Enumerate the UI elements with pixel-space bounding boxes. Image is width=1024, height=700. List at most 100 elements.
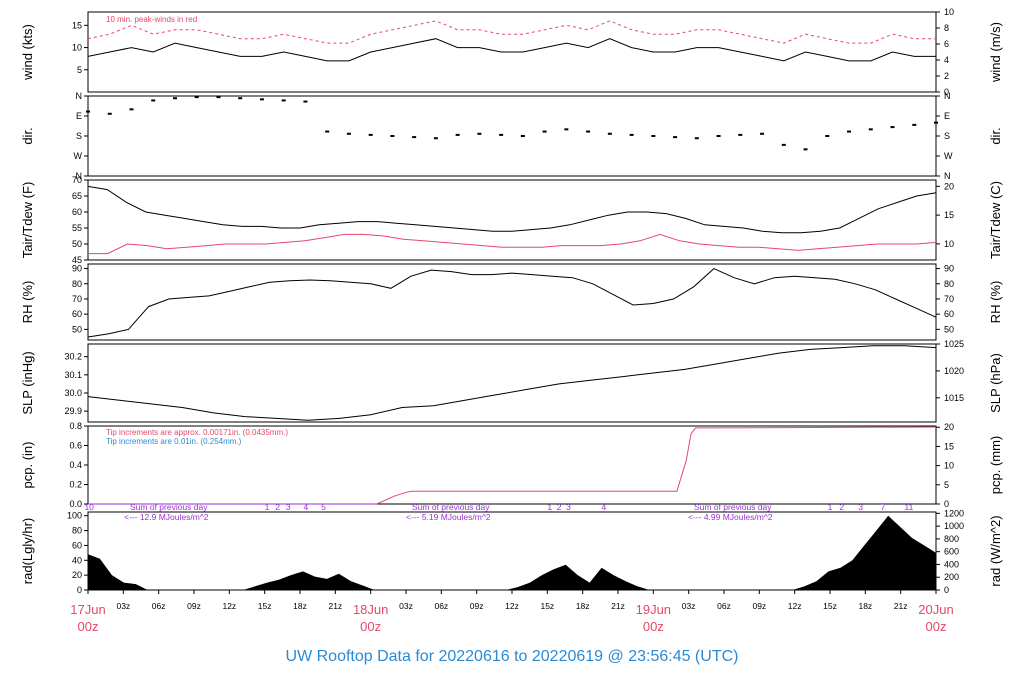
dir-point [781, 143, 786, 146]
xtick-label: 21z [328, 601, 342, 611]
dir-point [738, 133, 743, 136]
ytick-right-label-slp: 1020 [944, 366, 964, 376]
ytick-label-temp: 45 [72, 255, 82, 265]
ylabel-right-rad: rad (W/m^2) [988, 515, 1003, 586]
panel-frame-wind [87, 11, 937, 93]
xtick-label: 15z [258, 601, 272, 611]
ytick-right-label-rh: 50 [944, 324, 954, 334]
ytick-label-pcp: 0.8 [69, 421, 82, 431]
panel-frame-rh [87, 263, 937, 341]
rad-hour-marker: 10 [84, 502, 94, 512]
dir-point [607, 132, 612, 135]
rad-hour-marker: 3 [286, 502, 291, 512]
xtick-label: 09z [470, 601, 484, 611]
ytick-label-dir: E [76, 111, 82, 121]
ytick-label-slp: 30.2 [64, 352, 82, 362]
dir-point [281, 99, 286, 102]
xtick-label: 21z [894, 601, 908, 611]
dir-point [129, 108, 134, 111]
ytick-right-label-dir: W [944, 151, 953, 161]
xtick-label: 09z [752, 601, 766, 611]
xtick-label: 15z [540, 601, 554, 611]
ytick-label-temp: 70 [72, 175, 82, 185]
dir-point [520, 135, 525, 137]
ytick-right-label-rad: 0 [944, 585, 949, 595]
series-wind-0 [87, 38, 936, 62]
rad-hour-marker: 4 [304, 502, 309, 512]
ytick-right-label-rh: 90 [944, 264, 954, 274]
dir-point [433, 137, 438, 140]
dir-point [194, 96, 199, 99]
ytick-label-pcp: 0.6 [69, 441, 82, 451]
date-hour-label: 00z [926, 619, 947, 634]
dir-point [107, 112, 112, 115]
ytick-right-label-dir: E [944, 111, 950, 121]
xtick-label: 12z [505, 601, 519, 611]
peak-wind-note: 10 min. peak-winds in red [106, 15, 197, 24]
date-hour-label: 00z [78, 619, 99, 634]
rad-sum-label: Sum of previous day [130, 502, 208, 512]
ytick-right-label-temp: 20 [944, 181, 954, 191]
rad-hour-marker: 2 [839, 502, 844, 512]
xtick-label: 12z [222, 601, 236, 611]
ytick-right-label-pcp: 20 [944, 422, 954, 432]
series-pcp-1 [376, 426, 937, 505]
rad-sum-value: <--- 12.9 MJoules/m^2 [124, 512, 209, 522]
rad-hour-marker: 3 [566, 502, 571, 512]
dir-point [716, 135, 721, 137]
dir-point [803, 148, 808, 151]
ytick-label-temp: 65 [72, 191, 82, 201]
rad-hour-marker: 1 [547, 502, 552, 512]
ytick-label-dir: W [74, 151, 83, 161]
ytick-label-wind: 10 [72, 43, 82, 53]
ytick-right-label-rad: 800 [944, 534, 959, 544]
ytick-right-label-wind: 2 [944, 71, 949, 81]
panel-frame-slp [87, 343, 937, 423]
ytick-label-temp: 55 [72, 223, 82, 233]
ylabel-right-pcp: pcp. (mm) [988, 436, 1003, 495]
ytick-label-rh: 80 [72, 279, 82, 289]
panel-frame-temp [87, 179, 937, 261]
rad-sum-value: <--- 5.19 MJoules/m^2 [406, 512, 491, 522]
ytick-label-rh: 60 [72, 309, 82, 319]
ytick-label-rh: 90 [72, 264, 82, 274]
xtick-label: 06z [717, 601, 731, 611]
rad-hour-marker: 4 [601, 502, 606, 512]
dir-point [629, 133, 634, 136]
ytick-label-temp: 60 [72, 207, 82, 217]
pcp-note-red: Tip increments are approx. 0.00171in. (0… [106, 428, 288, 437]
ytick-right-label-dir: N [944, 171, 951, 181]
dir-point [912, 123, 917, 126]
dir-point [651, 135, 656, 137]
dir-point [760, 132, 765, 135]
panel-frame-dir [87, 95, 937, 177]
ytick-right-label-pcp: 0 [944, 499, 949, 509]
ytick-label-rad: 80 [72, 526, 82, 536]
ytick-right-label-rad: 1200 [944, 508, 964, 518]
rad-hour-marker: 2 [275, 502, 280, 512]
ylabel-right-rh: RH (%) [988, 281, 1003, 324]
ytick-right-label-rh: 70 [944, 294, 954, 304]
rad-hour-marker: 7 [881, 502, 886, 512]
ytick-label-rh: 70 [72, 294, 82, 304]
xtick-label: 03z [116, 601, 130, 611]
date-hour-label: 00z [643, 619, 664, 634]
ytick-right-label-rh: 60 [944, 309, 954, 319]
ytick-right-label-temp: 10 [944, 239, 954, 249]
rad-hour-marker: 1 [828, 502, 833, 512]
ytick-right-label-pcp: 10 [944, 461, 954, 471]
ytick-label-rad: 100 [67, 511, 82, 521]
ylabel-pcp: pcp. (in) [20, 442, 35, 489]
ytick-right-label-wind: 6 [944, 39, 949, 49]
rad-area [88, 515, 936, 590]
xtick-label: 18z [576, 601, 590, 611]
ytick-right-label-wind: 0 [944, 87, 949, 97]
date-label: 19Jun [636, 602, 671, 617]
ytick-label-rad: 60 [72, 540, 82, 550]
rad-sum-value: <--- 4.99 MJoules/m^2 [688, 512, 773, 522]
dir-point [868, 128, 873, 131]
xtick-label: 03z [399, 601, 413, 611]
dir-point [564, 128, 569, 131]
ylabel-temp: Tair/Tdew (F) [20, 182, 35, 259]
dir-point [86, 110, 90, 113]
